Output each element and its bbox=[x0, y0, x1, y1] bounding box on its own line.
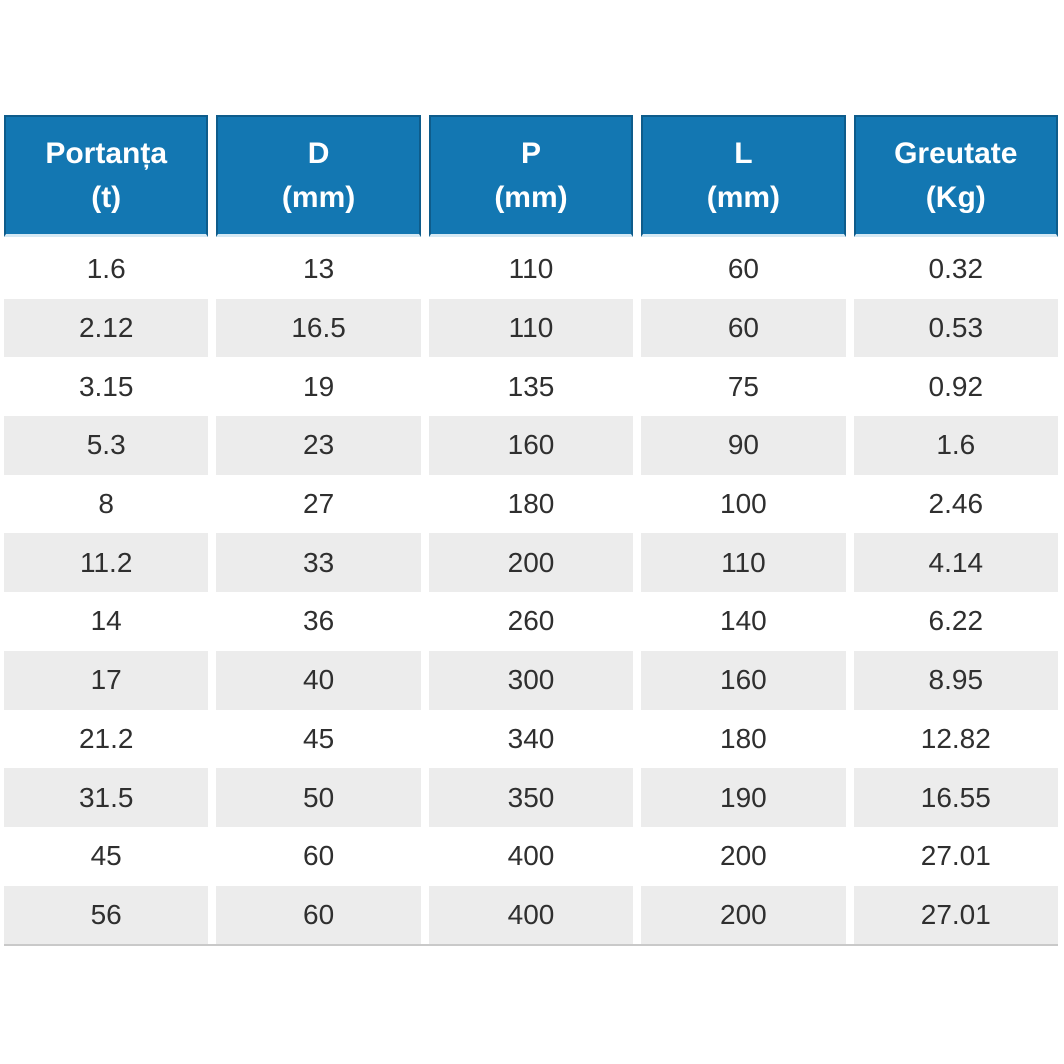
cell-d: 60 bbox=[216, 826, 421, 886]
cell-d: 33 bbox=[216, 533, 421, 593]
cell-portanta: 21.2 bbox=[4, 709, 209, 769]
column-header-portanta: Portanța (t) bbox=[4, 115, 209, 237]
cell-portanta: 14 bbox=[4, 592, 209, 651]
cell-l: 200 bbox=[641, 826, 846, 886]
table-header-row: Portanța (t) D (mm) P (mm) L (mm) Greuta… bbox=[4, 115, 1058, 237]
cell-portanta: 1.6 bbox=[4, 240, 209, 299]
column-header-p: P (mm) bbox=[428, 115, 634, 237]
column-header-unit: (t) bbox=[91, 180, 122, 214]
table-row: 8 27 180 100 2.46 bbox=[4, 474, 1058, 534]
cell-p: 340 bbox=[428, 709, 634, 769]
cell-greutate: 4.14 bbox=[853, 533, 1058, 593]
column-header-unit: (Kg) bbox=[925, 180, 986, 214]
cell-d: 60 bbox=[216, 885, 421, 945]
column-header-label: Portanța bbox=[45, 137, 168, 170]
column-header-unit: (mm) bbox=[281, 180, 356, 214]
cell-portanta: 3.15 bbox=[4, 357, 209, 417]
cell-p: 350 bbox=[428, 768, 634, 827]
cell-d: 45 bbox=[216, 709, 421, 769]
cell-p: 110 bbox=[428, 240, 634, 299]
cell-greutate: 8.95 bbox=[853, 650, 1058, 710]
cell-portanta: 5.3 bbox=[4, 416, 209, 475]
table-row: 2.12 16.5 110 60 0.53 bbox=[4, 298, 1058, 358]
cell-d: 36 bbox=[216, 592, 421, 651]
cell-portanta: 17 bbox=[4, 650, 209, 710]
cell-p: 400 bbox=[428, 885, 634, 945]
cell-greutate: 27.01 bbox=[853, 885, 1058, 945]
cell-d: 16.5 bbox=[216, 298, 421, 358]
cell-l: 90 bbox=[641, 416, 846, 475]
column-header-label: D bbox=[307, 137, 330, 170]
table-row: 17 40 300 160 8.95 bbox=[4, 650, 1058, 710]
cell-portanta: 45 bbox=[4, 826, 209, 886]
cell-l: 75 bbox=[641, 357, 846, 417]
cell-l: 140 bbox=[641, 592, 846, 651]
cell-greutate: 1.6 bbox=[853, 416, 1058, 475]
column-header-label: Greutate bbox=[894, 137, 1018, 170]
table-row: 1.6 13 110 60 0.32 bbox=[4, 240, 1058, 299]
table-row: 11.2 33 200 110 4.14 bbox=[4, 533, 1058, 593]
cell-greutate: 0.53 bbox=[853, 298, 1058, 358]
cell-l: 180 bbox=[641, 709, 846, 769]
cell-l: 100 bbox=[641, 474, 846, 534]
column-header-d: D (mm) bbox=[216, 115, 421, 237]
table-row: 56 60 400 200 27.01 bbox=[4, 885, 1058, 945]
cell-portanta: 31.5 bbox=[4, 768, 209, 827]
cell-l: 60 bbox=[641, 298, 846, 358]
cell-d: 27 bbox=[216, 474, 421, 534]
cell-p: 160 bbox=[428, 416, 634, 475]
column-header-unit: (mm) bbox=[494, 180, 568, 214]
cell-greutate: 16.55 bbox=[853, 768, 1058, 827]
cell-p: 300 bbox=[428, 650, 634, 710]
column-header-greutate: Greutate (Kg) bbox=[853, 115, 1058, 237]
cell-p: 135 bbox=[428, 357, 634, 417]
cell-portanta: 56 bbox=[4, 885, 209, 945]
cell-greutate: 6.22 bbox=[853, 592, 1058, 651]
cell-greutate: 27.01 bbox=[853, 826, 1058, 886]
cell-d: 50 bbox=[216, 768, 421, 827]
cell-greutate: 0.32 bbox=[853, 240, 1058, 299]
cell-greutate: 2.46 bbox=[853, 474, 1058, 534]
spec-table: Portanța (t) D (mm) P (mm) L (mm) Greuta… bbox=[4, 115, 1058, 947]
column-header-unit: (mm) bbox=[706, 180, 781, 214]
cell-greutate: 12.82 bbox=[853, 709, 1058, 769]
column-header-label: L bbox=[734, 137, 753, 170]
table-row: 5.3 23 160 90 1.6 bbox=[4, 416, 1058, 475]
table-body: 1.6 13 110 60 0.32 2.12 16.5 110 60 0.53… bbox=[4, 240, 1058, 947]
cell-portanta: 11.2 bbox=[4, 533, 209, 593]
table-row: 21.2 45 340 180 12.82 bbox=[4, 709, 1058, 769]
cell-l: 160 bbox=[641, 650, 846, 710]
cell-p: 110 bbox=[428, 298, 634, 358]
table-row: 14 36 260 140 6.22 bbox=[4, 592, 1058, 651]
cell-p: 260 bbox=[428, 592, 634, 651]
table-row: 3.15 19 135 75 0.92 bbox=[4, 357, 1058, 417]
cell-l: 190 bbox=[641, 768, 846, 827]
cell-p: 180 bbox=[428, 474, 634, 534]
cell-l: 200 bbox=[641, 885, 846, 945]
cell-portanta: 2.12 bbox=[4, 298, 209, 358]
cell-l: 110 bbox=[641, 533, 846, 593]
cell-portanta: 8 bbox=[4, 474, 209, 534]
cell-d: 13 bbox=[216, 240, 421, 299]
cell-p: 200 bbox=[428, 533, 634, 593]
cell-l: 60 bbox=[641, 240, 846, 299]
column-header-label: P bbox=[520, 137, 541, 170]
table-row: 31.5 50 350 190 16.55 bbox=[4, 768, 1058, 827]
cell-p: 400 bbox=[428, 826, 634, 886]
column-header-l: L (mm) bbox=[641, 115, 846, 237]
cell-d: 23 bbox=[216, 416, 421, 475]
table-row: 45 60 400 200 27.01 bbox=[4, 826, 1058, 886]
cell-d: 19 bbox=[216, 357, 421, 417]
cell-d: 40 bbox=[216, 650, 421, 710]
cell-greutate: 0.92 bbox=[853, 357, 1058, 417]
